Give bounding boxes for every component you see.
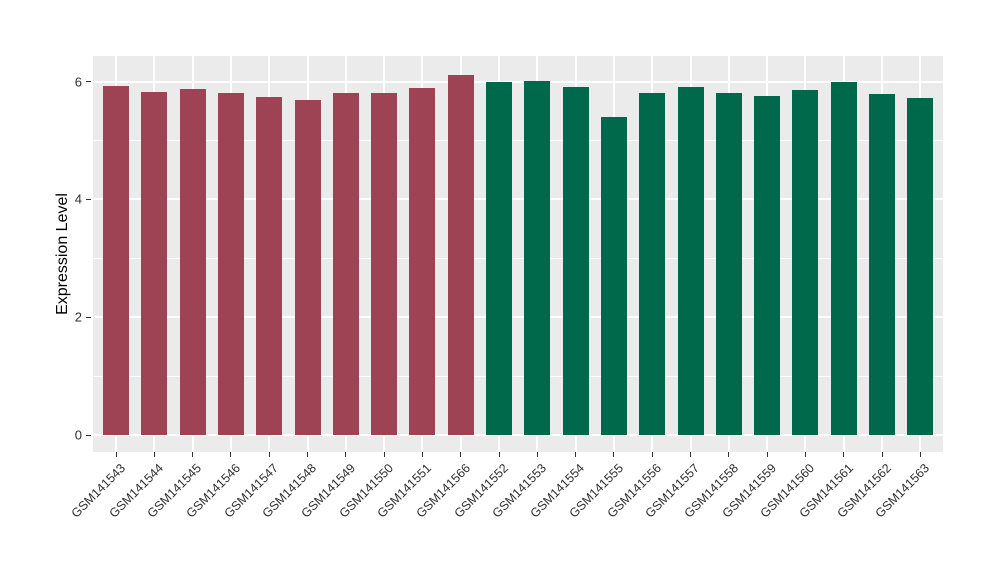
x-axis-tick (115, 452, 117, 457)
bar (907, 98, 934, 435)
bar (600, 116, 627, 435)
bar (639, 93, 666, 435)
y-tick-label: 6 (74, 74, 82, 90)
y-tick-label: 0 (74, 427, 82, 443)
x-axis-tick (613, 452, 615, 457)
gridline-minor-horizontal (93, 257, 943, 259)
bar (754, 95, 781, 435)
plot-panel (93, 56, 943, 452)
bar (294, 100, 321, 435)
x-axis-tick (690, 452, 691, 457)
bar (486, 81, 512, 435)
bar (332, 92, 359, 435)
x-axis-tick (230, 452, 232, 457)
gridline-major-horizontal (93, 80, 943, 83)
x-axis-tick (268, 452, 270, 457)
x-axis-tick (804, 452, 806, 457)
bar (715, 93, 742, 435)
x-axis-tick (843, 452, 845, 457)
gridline-major-horizontal (93, 198, 943, 201)
x-axis-tick (192, 452, 194, 457)
x-axis-tick (345, 452, 347, 457)
bar (217, 92, 244, 435)
bar (792, 89, 819, 435)
bar (256, 96, 283, 435)
y-axis-tick (86, 198, 91, 200)
x-axis-tick (766, 452, 768, 457)
y-axis-tick (86, 81, 91, 83)
gridline-minor-horizontal (93, 140, 943, 141)
bar (869, 93, 895, 435)
gridline-minor-horizontal (93, 375, 943, 377)
x-axis-tick (460, 452, 462, 457)
x-axis-tick (881, 452, 883, 457)
x-axis-tick (651, 452, 653, 457)
x-axis-tick (383, 452, 385, 457)
bar (447, 74, 474, 435)
x-axis-tick (421, 452, 423, 457)
x-axis-tick (307, 452, 308, 457)
gridline-major-horizontal (93, 434, 943, 436)
y-tick-label: 4 (74, 191, 82, 207)
x-axis-tick (575, 452, 577, 457)
bar (524, 81, 551, 435)
x-axis-tick (919, 452, 921, 457)
bar (103, 85, 129, 435)
bar (562, 86, 589, 435)
bar (179, 88, 206, 435)
bar (830, 81, 857, 435)
bar (141, 91, 168, 435)
y-axis-tick (86, 316, 91, 318)
y-axis-title: Expression Level (54, 193, 71, 315)
bar (371, 92, 398, 435)
gridline-major-horizontal (93, 316, 943, 319)
x-axis-tick (153, 452, 155, 457)
y-axis-tick (86, 434, 91, 436)
bar (677, 86, 704, 435)
x-axis-tick (728, 452, 730, 457)
x-axis-tick (536, 452, 538, 457)
x-axis-tick (498, 452, 500, 457)
y-tick-label: 2 (74, 309, 82, 325)
bar (409, 88, 436, 435)
